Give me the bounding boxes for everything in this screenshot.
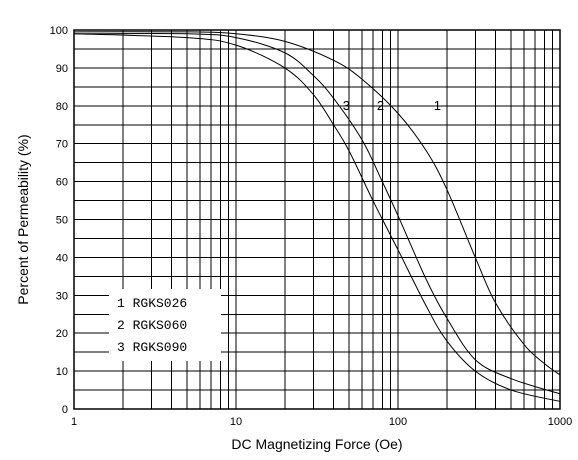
plot-frame (73, 29, 561, 410)
y-tick-label: 70 (56, 139, 68, 151)
legend-entry: 3 RGKS090 (117, 340, 187, 355)
legend-entry: 2 RGKS060 (117, 318, 187, 333)
y-tick-label: 60 (56, 177, 68, 189)
legend-entry: 1 RGKS026 (117, 296, 187, 311)
curve-number-label: 2 (377, 98, 384, 113)
curve-number-label: 1 (434, 98, 441, 113)
curve-series-2 (73, 33, 561, 395)
y-tick-label: 90 (56, 63, 68, 75)
y-axis-title: Percent of Permeability (%) (15, 134, 31, 304)
x-tick-label: 1000 (548, 416, 572, 428)
chart-curves (73, 31, 561, 402)
y-tick-label: 10 (56, 366, 68, 378)
curve-number-label: 3 (343, 98, 350, 113)
x-axis-ticks: 1 10 100 1000 (71, 416, 572, 428)
y-tick-label: 40 (56, 252, 68, 264)
curve-series-1 (73, 31, 561, 376)
x-tick-label: 10 (230, 416, 242, 428)
x-tick-label: 1 (71, 416, 77, 428)
curve-series-3 (73, 33, 561, 402)
y-tick-label: 20 (56, 328, 68, 340)
y-tick-label: 50 (56, 215, 68, 227)
x-tick-label: 100 (389, 416, 407, 428)
chart-grid (73, 29, 560, 410)
chart-curve-labels: 1 2 3 (343, 98, 441, 113)
x-axis-title: DC Magnetizing Force (Oe) (231, 436, 402, 452)
y-axis-ticks: 0 10 20 30 40 50 60 70 80 90 100 (50, 25, 68, 416)
y-tick-label: 30 (56, 290, 68, 302)
y-tick-label: 100 (50, 25, 68, 37)
chart-legend: 1 RGKS026 2 RGKS060 3 RGKS090 (109, 289, 221, 361)
y-tick-label: 80 (56, 101, 68, 113)
y-tick-label: 0 (62, 404, 68, 416)
legend-box (109, 289, 221, 361)
